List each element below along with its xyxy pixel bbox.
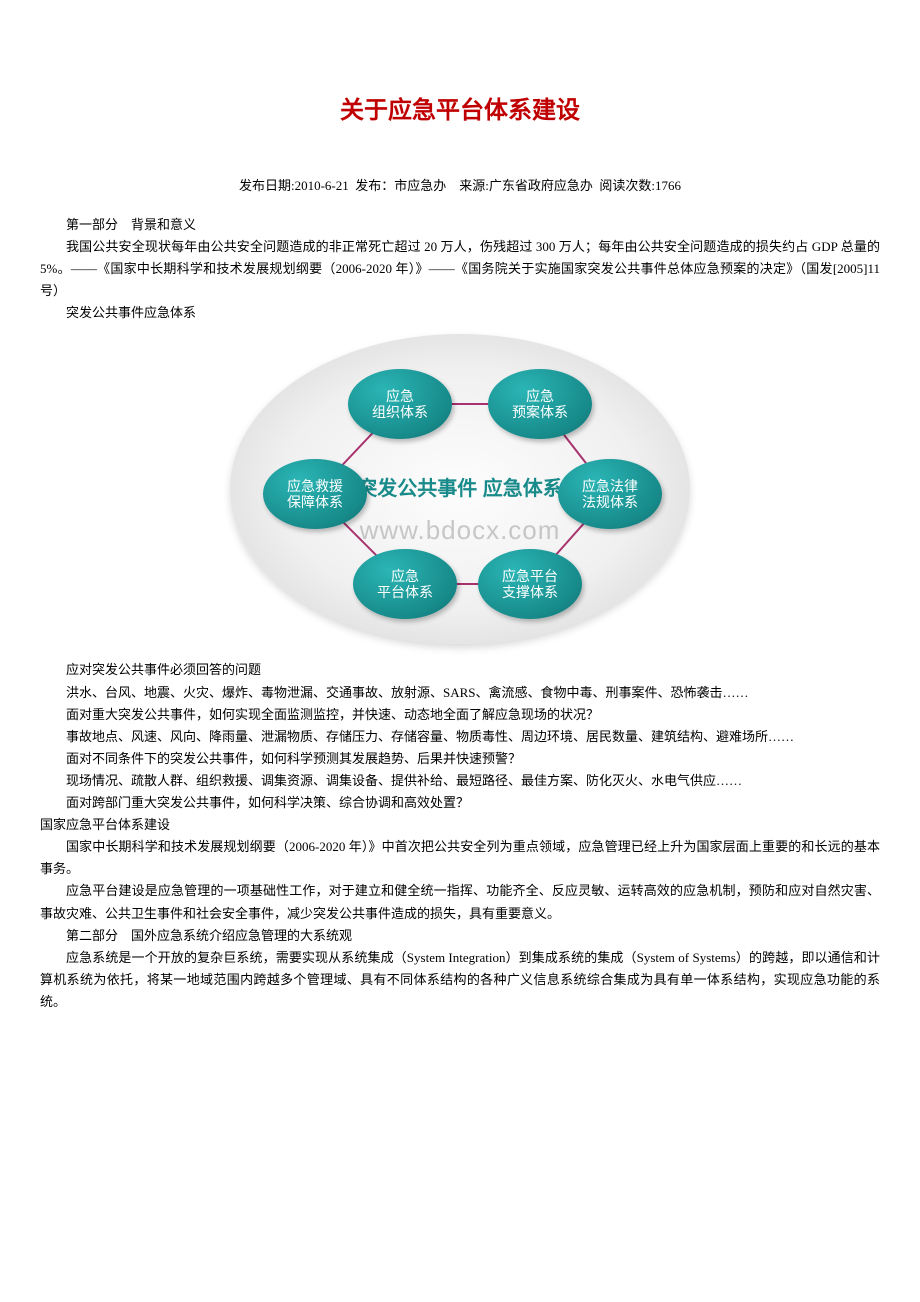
diagram-node: 应急 组织体系 — [348, 369, 452, 439]
body-text: 第一部分 背景和意义 我国公共安全现状每年由公共安全问题造成的非正常死亡超过 2… — [40, 214, 880, 1013]
diagram-node: 应急平台 支撑体系 — [478, 549, 582, 619]
meta-line: 发布日期:2010-6-21 发布：市应急办 来源:广东省政府应急办 阅读次数:… — [40, 175, 880, 194]
diagram-node: 应急救援 保障体系 — [263, 459, 367, 529]
diagram-container: 突发公共事件 应急体系 www.bdocx.com 应急 组织体系应急 预案体系… — [40, 334, 880, 644]
para: 面对跨部门重大突发公共事件，如何科学决策、综合协调和高效处置？ — [40, 792, 880, 814]
para: 应急系统是一个开放的复杂巨系统，需要实现从系统集成（System Integra… — [40, 947, 880, 1013]
page: 关于应急平台体系建设 发布日期:2010-6-21 发布：市应急办 来源:广东省… — [0, 0, 920, 1073]
para: 国家应急平台体系建设 — [40, 814, 880, 836]
para: 应对突发公共事件必须回答的问题 — [40, 659, 880, 681]
para: 第二部分 国外应急系统介绍应急管理的大系统观 — [40, 925, 880, 947]
para: 洪水、台风、地震、火灾、爆炸、毒物泄漏、交通事故、放射源、SARS、禽流感、食物… — [40, 682, 880, 704]
meta-views: 阅读次数:1766 — [599, 178, 681, 193]
meta-publisher: 发布：市应急办 — [355, 178, 446, 193]
para: 应急平台建设是应急管理的一项基础性工作，对于建立和健全统一指挥、功能齐全、反应灵… — [40, 880, 880, 924]
diagram-center-label: 突发公共事件 应急体系 — [357, 476, 563, 502]
para: 面对不同条件下的突发公共事件，如何科学预测其发展趋势、后果并快速预警？ — [40, 748, 880, 770]
meta-source: 来源:广东省政府应急办 — [459, 178, 593, 193]
para: 突发公共事件应急体系 — [40, 302, 880, 324]
meta-date: 发布日期:2010-6-21 — [239, 178, 349, 193]
page-title: 关于应急平台体系建设 — [40, 90, 880, 125]
diagram-node: 应急 预案体系 — [488, 369, 592, 439]
para: 事故地点、风速、风向、降雨量、泄漏物质、存储压力、存储容量、物质毒性、周边环境、… — [40, 726, 880, 748]
diagram-node: 应急 平台体系 — [353, 549, 457, 619]
para: 我国公共安全现状每年由公共安全问题造成的非正常死亡超过 20 万人，伤残超过 3… — [40, 236, 880, 302]
para: 现场情况、疏散人群、组织救援、调集资源、调集设备、提供补给、最短路径、最佳方案、… — [40, 770, 880, 792]
para: 国家中长期科学和技术发展规划纲要（2006-2020 年）》中首次把公共安全列为… — [40, 836, 880, 880]
para: 第一部分 背景和意义 — [40, 214, 880, 236]
emergency-system-diagram: 突发公共事件 应急体系 www.bdocx.com 应急 组织体系应急 预案体系… — [230, 334, 690, 644]
diagram-node: 应急法律 法规体系 — [558, 459, 662, 529]
para: 面对重大突发公共事件，如何实现全面监测监控，并快速、动态地全面了解应急现场的状况… — [40, 704, 880, 726]
